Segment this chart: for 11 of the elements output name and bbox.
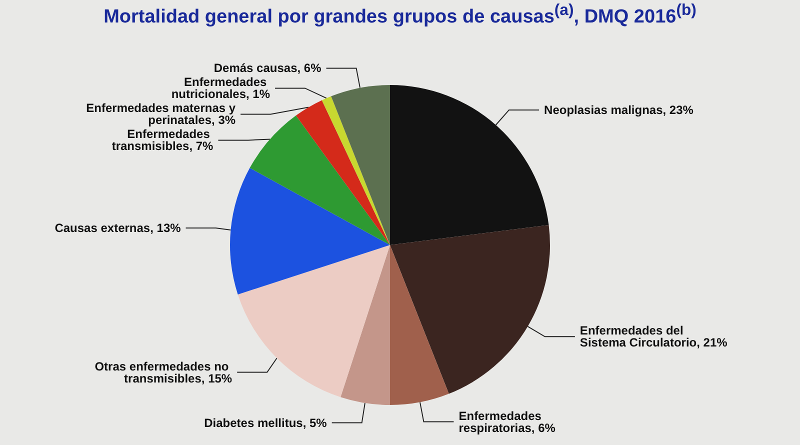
slice-label: Diabetes mellitus, 5%: [204, 416, 328, 430]
slice-label: Enfermedades del Sistema Circulatorio, 21%: [580, 324, 728, 350]
slice-label: Demás causas, 6%: [214, 61, 322, 76]
slice-label: Enfermedades nutricionales, 1%: [171, 75, 270, 102]
chart-title: Mortalidad general por grandes grupos de causas$^{(a)}$, DMQ 2016$^{(b)}$: [102, 2, 698, 28]
slice-label: Otras enfermedades no transmisibles, 15%: [94, 359, 232, 386]
slice-label: Enfermedades transmisibles, 7%: [112, 127, 214, 154]
slice-label: Neoplasias malignas, 23%: [544, 102, 694, 117]
slice-label: Causas externas, 13%: [54, 221, 182, 236]
slice-label: Enfermedades respiratorias, 6%: [458, 408, 556, 435]
slice-label: Enfermedades maternas y perinatales, 3%: [86, 101, 236, 128]
